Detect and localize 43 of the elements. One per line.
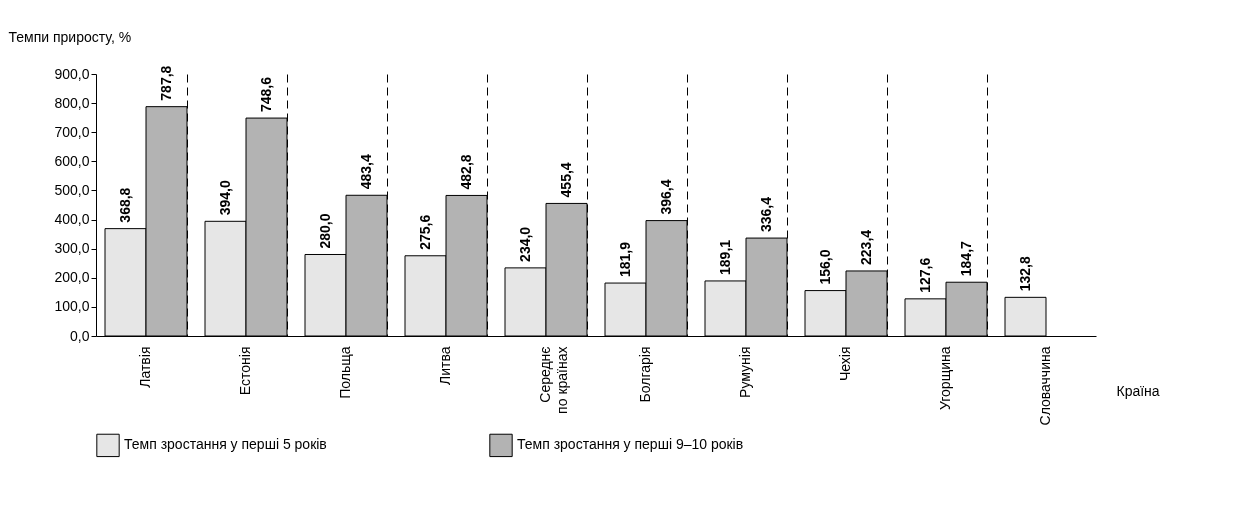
data-label: 181,9 xyxy=(616,241,633,278)
x-tick-label: Литва xyxy=(437,346,453,385)
x-tick-label: Середнє по країнах xyxy=(537,346,570,414)
y-tick-label: 500,0 xyxy=(54,181,90,198)
data-label: 223,4 xyxy=(857,229,874,265)
y-tick-label: 400,0 xyxy=(54,211,90,228)
data-label: 127,6 xyxy=(916,257,933,293)
y-axis-title: Темпи приросту, % xyxy=(8,28,132,45)
y-tick-label: 200,0 xyxy=(54,269,90,286)
x-tick-label: Угорщина xyxy=(937,346,953,410)
x-tick-label: Чехія xyxy=(837,346,853,382)
data-label: 787,8 xyxy=(157,65,174,101)
y-tick-label: 800,0 xyxy=(54,94,90,111)
data-label: 189,1 xyxy=(716,239,733,275)
y-tick-label: 900,0 xyxy=(54,65,90,82)
data-label: 184,7 xyxy=(957,240,974,277)
x-axis-title: Країна xyxy=(1116,382,1160,399)
y-tick-label: 300,0 xyxy=(54,240,90,257)
y-tick-label: 700,0 xyxy=(54,123,90,140)
data-label: 275,6 xyxy=(416,214,433,250)
data-label: 748,6 xyxy=(257,76,274,113)
data-label: 394,0 xyxy=(216,180,233,216)
x-tick-label: Латвія xyxy=(137,346,153,388)
data-label: 483,4 xyxy=(357,154,374,190)
legend-label: Темп зростання у перші 9–10 років xyxy=(517,436,744,453)
data-label: 156,0 xyxy=(816,249,833,285)
legend-label: Темп зростання у перші 5 років xyxy=(124,436,327,453)
data-label: 396,4 xyxy=(657,179,674,215)
x-tick-label: Словаччина xyxy=(1037,346,1053,426)
data-label: 455,4 xyxy=(557,162,574,198)
data-label: 234,0 xyxy=(516,226,533,262)
data-label: 132,8 xyxy=(1016,256,1033,292)
x-tick-label: Румунія xyxy=(737,346,753,398)
y-tick-label: 600,0 xyxy=(54,152,90,169)
x-tick-label: Польща xyxy=(337,346,353,399)
x-tick-label: Болгарія xyxy=(637,346,653,403)
y-tick-label: 0,0 xyxy=(70,327,90,344)
data-label: 280,0 xyxy=(316,213,333,249)
data-label: 482,8 xyxy=(457,154,474,190)
data-label: 368,8 xyxy=(116,187,133,223)
y-tick-label: 100,0 xyxy=(54,298,90,315)
data-label: 336,4 xyxy=(757,196,774,233)
x-tick-label: Естонія xyxy=(237,346,253,396)
